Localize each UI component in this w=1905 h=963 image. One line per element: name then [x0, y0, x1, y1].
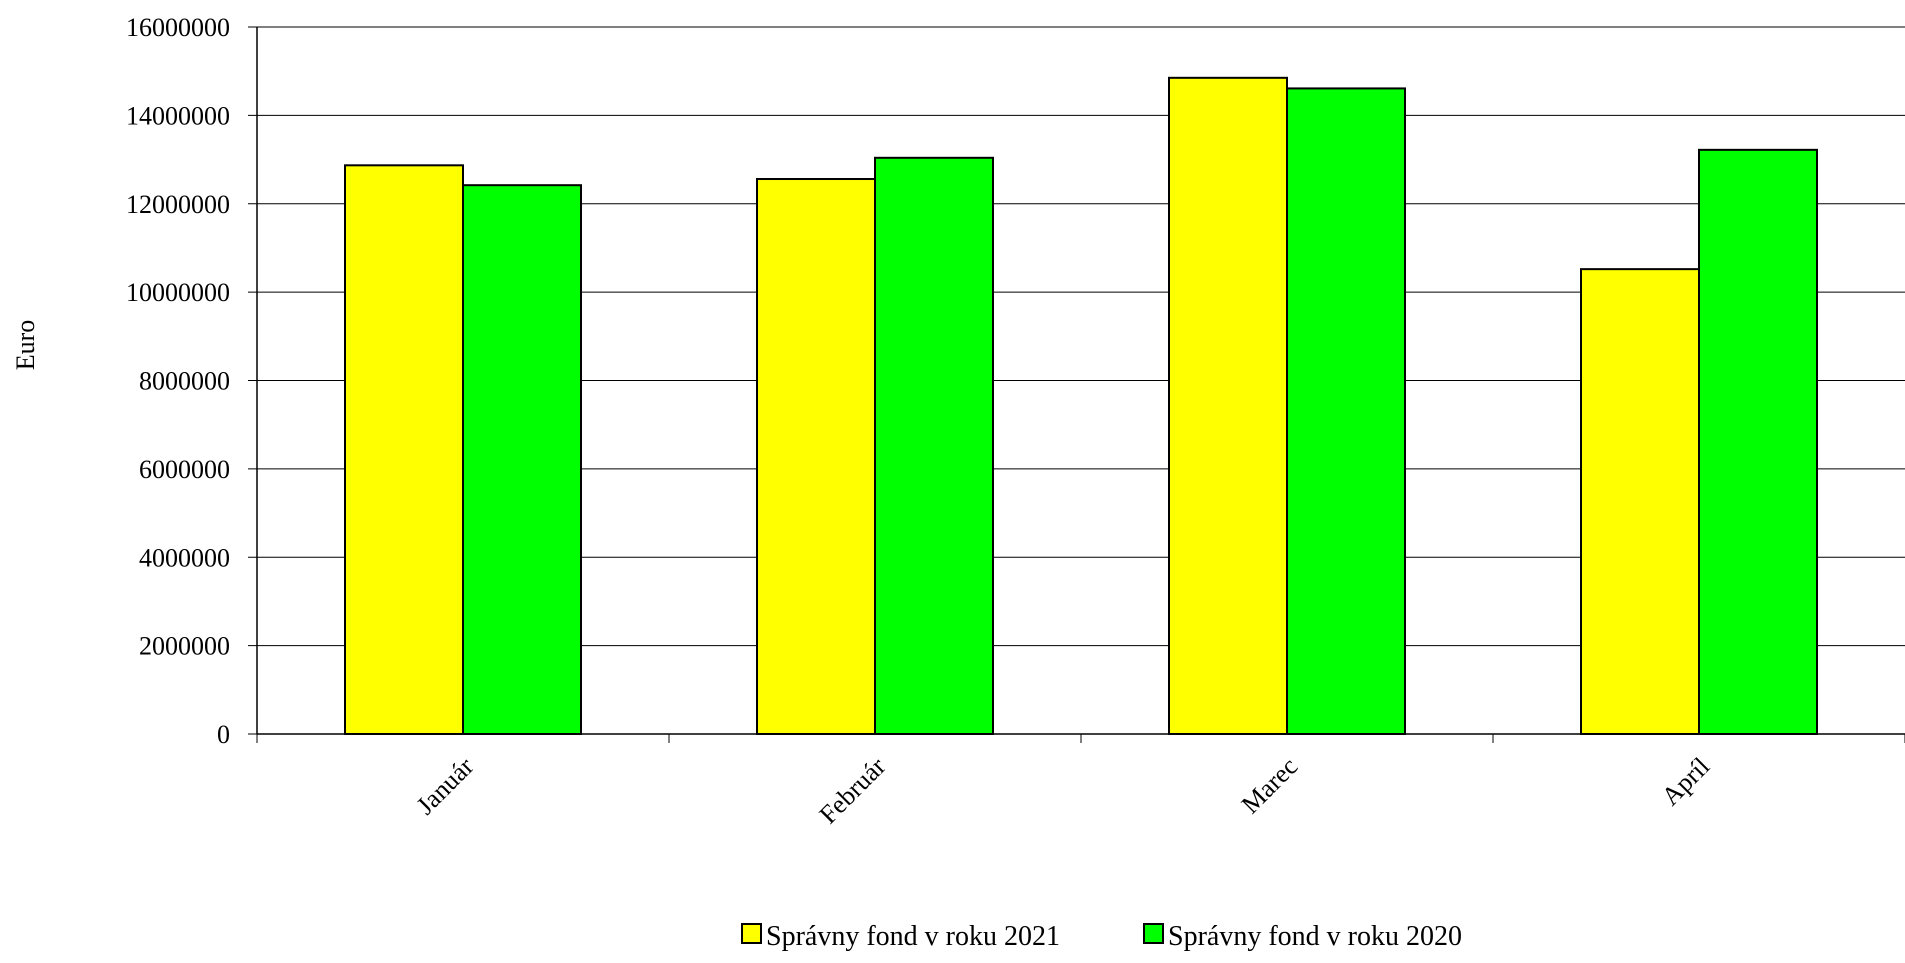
y-tick-label: 0 [217, 720, 230, 749]
y-tick-label: 10000000 [126, 278, 230, 307]
bar-1-3 [1168, 76, 1288, 736]
x-tick-label: Február [814, 751, 892, 829]
x-tick-label: Január [411, 751, 480, 820]
bar-1-4 [1580, 268, 1700, 735]
bar-1-1 [344, 164, 464, 735]
y-tick-label: 8000000 [139, 367, 230, 396]
y-tick-label: 2000000 [139, 632, 230, 661]
bar-2-4 [1698, 148, 1818, 735]
y-tick-label: 12000000 [126, 190, 230, 219]
bar-1-2 [756, 178, 876, 735]
bars [344, 76, 1818, 736]
legend-swatch [1143, 923, 1164, 944]
x-tick-label: Apríl [1656, 752, 1715, 811]
y-tick-label: 16000000 [126, 13, 230, 42]
legend-swatch [741, 923, 762, 944]
y-tick-label: 6000000 [139, 455, 230, 484]
bar-2-3 [1286, 87, 1406, 735]
y-tick-labels: 0 2000000 4000000 6000000 8000000 10000000 120… [126, 13, 257, 749]
legend-label: Správny fond v roku 2021 [766, 921, 1060, 952]
legend: Správny fond v roku 2021 Správny fond v r… [741, 921, 1462, 952]
x-tick-label: Marec [1236, 752, 1303, 819]
y-tick-label: 14000000 [126, 101, 230, 130]
y-tick-label: 4000000 [139, 543, 230, 572]
y-axis-title: Euro [11, 320, 40, 371]
bar-2-1 [462, 184, 582, 736]
x-tick-labels: Január Február Marec Apríl [411, 751, 1715, 829]
legend-label: Správny fond v roku 2020 [1168, 921, 1462, 952]
bar-2-2 [874, 156, 994, 736]
